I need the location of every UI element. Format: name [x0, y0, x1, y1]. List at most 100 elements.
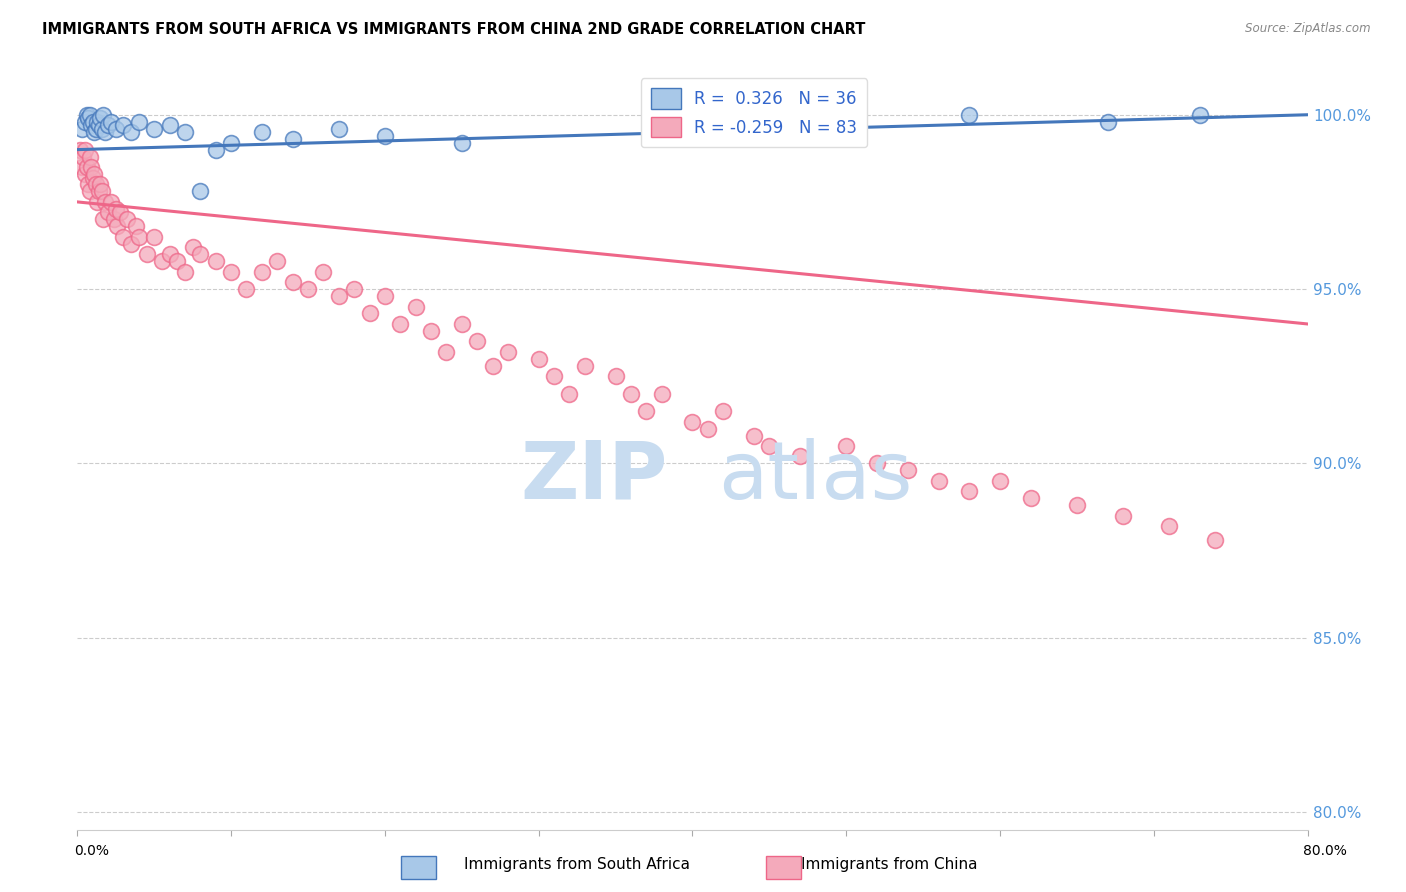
Point: [112, 229, 135, 244]
Point: [281, 275, 304, 289]
Text: Source: ZipAtlas.com: Source: ZipAtlas.com: [1246, 22, 1371, 36]
Point: [219, 136, 242, 150]
Point: [84, 121, 107, 136]
Point: [100, 114, 122, 128]
Text: 0.0%: 0.0%: [75, 844, 108, 858]
Point: [281, 132, 304, 146]
Point: [235, 282, 257, 296]
Point: [620, 386, 643, 401]
Point: [174, 125, 197, 139]
Point: [1159, 519, 1181, 533]
Point: [82, 170, 104, 185]
Point: [159, 118, 181, 132]
Point: [405, 300, 427, 314]
Point: [84, 178, 107, 192]
Point: [496, 344, 519, 359]
Point: [696, 421, 718, 435]
Point: [1019, 491, 1042, 506]
Point: [80, 118, 103, 132]
Point: [789, 450, 811, 464]
Point: [166, 254, 188, 268]
Point: [758, 439, 780, 453]
Point: [97, 205, 120, 219]
Text: ZIP: ZIP: [520, 438, 668, 516]
Point: [115, 212, 138, 227]
Point: [159, 247, 181, 261]
Text: 80.0%: 80.0%: [1302, 844, 1347, 858]
Legend: R =  0.326   N = 36, R = -0.259   N = 83: R = 0.326 N = 36, R = -0.259 N = 83: [641, 78, 868, 147]
Point: [110, 205, 132, 219]
Point: [312, 265, 335, 279]
Point: [250, 265, 273, 279]
Point: [79, 150, 101, 164]
Point: [988, 474, 1011, 488]
Point: [79, 185, 101, 199]
Point: [125, 219, 148, 234]
Point: [73, 114, 96, 128]
Point: [188, 247, 212, 261]
Point: [135, 247, 157, 261]
Point: [100, 194, 122, 209]
Point: [436, 344, 458, 359]
Point: [711, 404, 734, 418]
Point: [742, 428, 765, 442]
Point: [73, 143, 96, 157]
Point: [558, 386, 581, 401]
Point: [543, 369, 565, 384]
Point: [93, 108, 115, 122]
Point: [82, 114, 104, 128]
Text: Immigrants from South Africa: Immigrants from South Africa: [464, 857, 690, 872]
Point: [97, 118, 120, 132]
Point: [651, 386, 673, 401]
Point: [103, 212, 125, 227]
Point: [219, 265, 242, 279]
Point: [465, 334, 488, 349]
Point: [897, 463, 920, 477]
Point: [120, 236, 142, 251]
Point: [835, 439, 858, 453]
Point: [328, 289, 350, 303]
Point: [80, 160, 103, 174]
Point: [128, 114, 150, 128]
Point: [87, 185, 110, 199]
Point: [605, 369, 627, 384]
Point: [527, 351, 550, 366]
Point: [72, 150, 94, 164]
Point: [343, 282, 366, 296]
Point: [374, 289, 396, 303]
Point: [928, 474, 950, 488]
Point: [420, 324, 443, 338]
Point: [957, 484, 980, 499]
Point: [174, 265, 197, 279]
Point: [328, 121, 350, 136]
Point: [682, 125, 704, 139]
Point: [143, 121, 166, 136]
Point: [636, 404, 658, 418]
Point: [112, 118, 135, 132]
Point: [73, 167, 96, 181]
Point: [1066, 498, 1088, 512]
Point: [94, 194, 117, 209]
Point: [1112, 508, 1135, 523]
Point: [79, 108, 101, 122]
Point: [204, 143, 226, 157]
Point: [83, 167, 105, 181]
Point: [69, 143, 91, 157]
Point: [70, 160, 93, 174]
Point: [76, 108, 98, 122]
Point: [94, 125, 117, 139]
Point: [266, 254, 288, 268]
Point: [104, 202, 127, 216]
Point: [957, 108, 980, 122]
Point: [89, 112, 111, 126]
Point: [450, 136, 472, 150]
Point: [89, 178, 111, 192]
Point: [450, 317, 472, 331]
Point: [83, 125, 105, 139]
Point: [86, 194, 108, 209]
Point: [90, 185, 114, 199]
Point: [188, 185, 212, 199]
Point: [90, 121, 114, 136]
Point: [128, 229, 150, 244]
Point: [682, 415, 704, 429]
